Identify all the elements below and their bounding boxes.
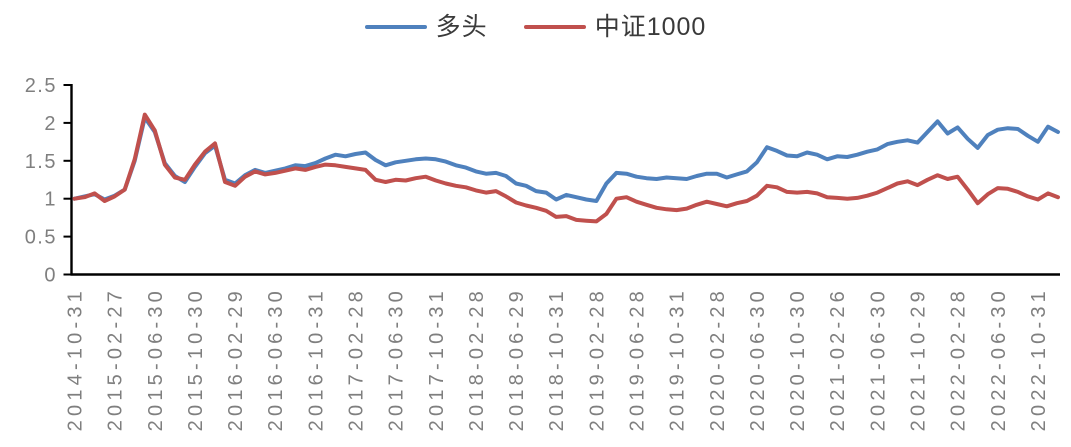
x-tick-label: 2019-02-28 — [586, 287, 608, 431]
x-tick-label: 2017-06-30 — [386, 287, 408, 431]
x-tick-label: 2017-10-31 — [426, 287, 448, 431]
series-line-zhongzheng1000 — [72, 112, 1060, 224]
x-tick-label: 2014-10-31 — [65, 287, 87, 431]
x-tick-label: 2018-06-29 — [506, 287, 528, 431]
y-tick-label: 0.5 — [25, 227, 57, 249]
x-tick-label: 2021-06-30 — [867, 287, 889, 431]
x-tick-label: 2020-06-30 — [747, 287, 769, 431]
legend-item-duotou: 多头 — [364, 13, 488, 41]
x-tick-label: 2019-10-31 — [667, 287, 689, 431]
series-line-duotou — [72, 115, 1060, 203]
x-tick-label: 2020-10-30 — [787, 287, 809, 431]
legend-label-zhongzheng1000: 中证1000 — [594, 13, 707, 41]
x-tick-label: 2016-06-30 — [265, 287, 287, 431]
y-tick-label: 2 — [44, 113, 57, 135]
x-tick-label: 2020-02-28 — [707, 287, 729, 431]
x-tick-label: 2021-10-29 — [908, 287, 930, 431]
x-tick-label: 2015-10-30 — [185, 287, 207, 431]
red-line-swatch-icon — [523, 24, 586, 30]
chart-legend: 多头 中证1000 — [0, 13, 1071, 41]
blue-line-swatch-icon — [364, 24, 427, 30]
x-tick-label: 2018-10-31 — [546, 287, 568, 431]
x-tick-label: 2019-06-28 — [627, 287, 649, 431]
x-tick-label: 2015-02-27 — [105, 287, 127, 431]
x-tick-label: 2022-02-28 — [948, 287, 970, 431]
legend-item-zhongzheng1000: 中证1000 — [523, 13, 707, 41]
x-tick-label: 2021-02-26 — [827, 287, 849, 431]
y-tick-label: 1.5 — [25, 151, 57, 173]
x-tick-label: 2016-02-29 — [225, 287, 247, 431]
y-tick-label: 2.5 — [25, 75, 57, 97]
legend-label-duotou: 多头 — [435, 13, 488, 41]
x-tick-label: 2022-06-30 — [988, 287, 1010, 431]
y-tick-label: 0 — [44, 265, 57, 287]
x-tick-label: 2018-02-28 — [466, 287, 488, 431]
x-tick-label: 2022-10-31 — [1028, 287, 1050, 431]
x-tick-label: 2016-10-31 — [305, 287, 327, 431]
x-tick-label: 2015-06-30 — [145, 287, 167, 431]
x-tick-label: 2017-02-28 — [346, 287, 368, 431]
y-tick-label: 1 — [44, 189, 57, 211]
